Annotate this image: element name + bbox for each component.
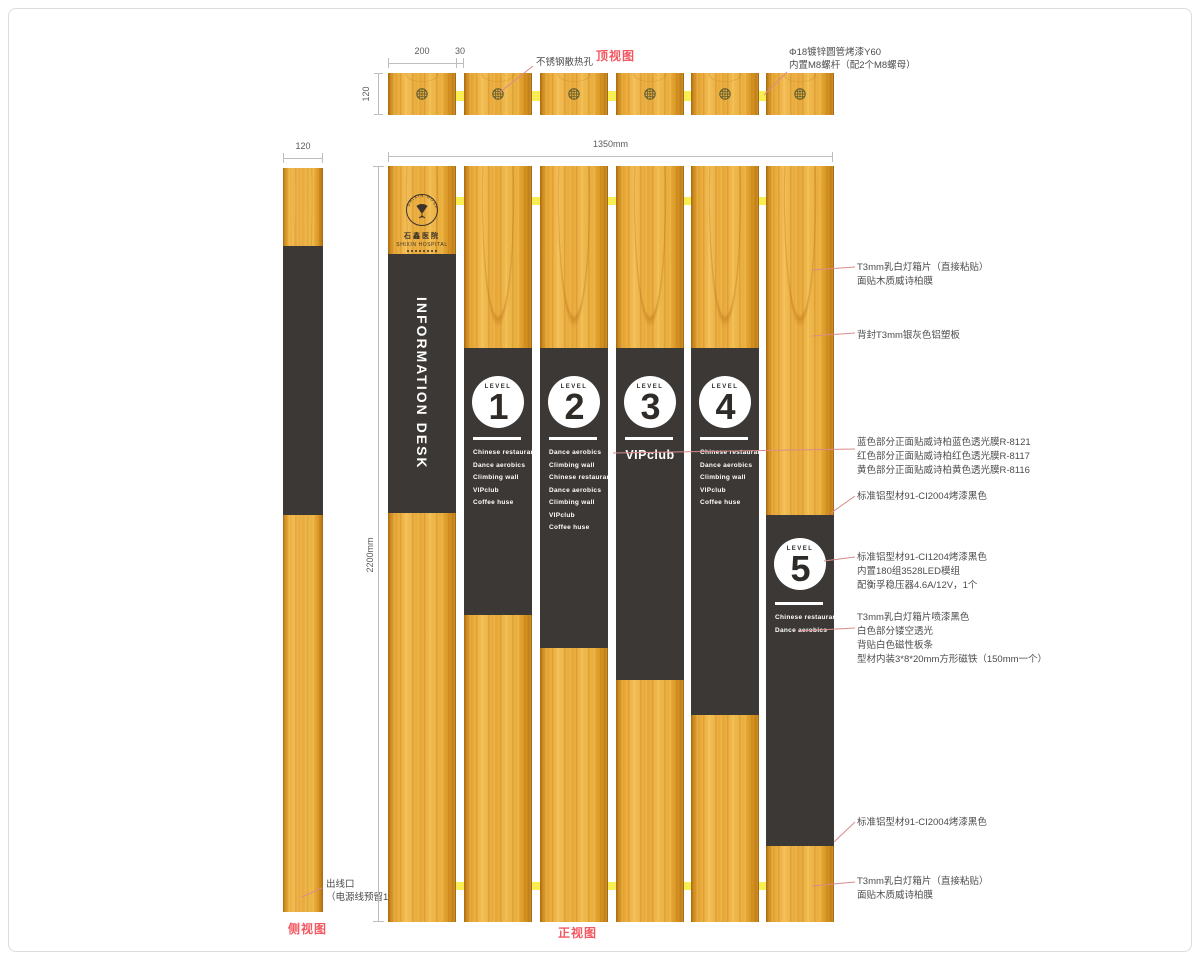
level-5-items: Chinese restaurant Dance aerobics <box>775 614 840 634</box>
annotation-light-panel-top: T3mm乳白灯箱片（直接粘贴） 面贴木质威诗柏膜 <box>857 262 989 287</box>
ginkgo-leaf-icon <box>416 203 428 214</box>
level-5-badge: LEVEL 5 <box>774 538 826 590</box>
annotation-back-board: 背封T3mm银灰色铝塑板 <box>857 330 960 341</box>
connector-tube <box>532 197 540 205</box>
annotation-color-films: 蓝色部分正面贴威诗柏蓝色透光膜R-8121 红色部分正面贴威诗柏红色透光膜R-8… <box>857 437 1031 476</box>
hospital-logo-emblem: SHIXIN HOSPITAL <box>402 190 438 226</box>
dim-tick <box>373 921 384 922</box>
connector-tube <box>608 91 616 101</box>
vent-hole-icon <box>492 88 504 100</box>
vent-hole-icon <box>794 88 806 100</box>
connector-tube <box>684 91 691 101</box>
vent-hole-icon <box>416 88 428 100</box>
connector-tube <box>608 197 616 205</box>
dim-line <box>283 158 323 159</box>
front-panel-5: LEVEL 4 Chinese restaurant Dance aerobic… <box>691 166 765 922</box>
side-view-dark-section <box>283 246 323 515</box>
connector-tube <box>456 197 464 205</box>
vent-hole-icon <box>568 88 580 100</box>
divider <box>700 437 748 440</box>
divider <box>473 437 521 440</box>
level-4-plate: LEVEL 4 Chinese restaurant Dance aerobic… <box>691 348 765 715</box>
level-1-badge: LEVEL 1 <box>472 376 524 428</box>
connector-tube <box>759 197 766 205</box>
connector-tube <box>456 91 464 101</box>
annotation-vent-hole: 不锈钢散热孔 <box>536 57 594 68</box>
annotation-tube: Φ18镀锌圆管烤漆Y60 内置M8螺杆（配2个M8螺母） <box>789 47 916 71</box>
annotation-profile-top: 标准铝型材91-CI2004烤漆黑色 <box>857 491 987 502</box>
level-1-items: Chinese restaurant Dance aerobics Climbi… <box>473 449 538 506</box>
dim-30: 30 <box>454 46 465 56</box>
dim-tick <box>374 73 383 74</box>
dim-tick <box>374 114 383 115</box>
logo-chinese-name: 石鑫医院 <box>404 233 440 240</box>
annotation-led-module: 标准铝型材91-CI1204烤漆黑色 内置180组3528LED模组 配衡孚稳压… <box>857 552 987 591</box>
dim-line <box>378 73 379 115</box>
information-desk-text: INFORMATION DESK <box>414 297 430 470</box>
connector-tube <box>608 882 616 890</box>
connector-tube <box>684 197 691 205</box>
front-panel-3: LEVEL 2 Dance aerobics Climbing wall Chi… <box>540 166 614 922</box>
side-view-panel <box>283 168 323 912</box>
connector-tube <box>456 882 464 890</box>
level-1-plate: LEVEL 1 Chinese restaurant Dance aerobic… <box>464 348 538 615</box>
dim-200: 200 <box>414 46 430 56</box>
vent-hole-icon <box>719 88 731 100</box>
front-panel-1: SHIXIN HOSPITAL 石鑫医院 SHIXIN HOSPITAL INF… <box>388 166 456 922</box>
dim-tick <box>322 153 323 163</box>
connector-tube <box>532 91 540 101</box>
dim-1350mm: 1350mm <box>592 139 628 149</box>
level-3-plate: LEVEL 3 VIPclub <box>616 348 684 680</box>
dim-tick <box>388 58 389 68</box>
logo-tagline <box>407 250 437 252</box>
dim-line <box>378 166 379 922</box>
level-5-plate: LEVEL 5 Chinese restaurant Dance aerobic… <box>766 515 840 846</box>
level-3-feature: VIPclub <box>625 448 675 462</box>
side-view-title: 侧视图 <box>288 922 328 936</box>
connector-tube <box>532 882 540 890</box>
dim-120-top: 120 <box>361 86 371 102</box>
dim-tick <box>832 152 833 162</box>
connector-tube <box>759 882 766 890</box>
front-panel-6: LEVEL 5 Chinese restaurant Dance aerobic… <box>766 166 840 922</box>
dim-line <box>388 63 464 64</box>
dim-120-side: 120 <box>295 141 311 151</box>
dim-tick <box>463 58 464 68</box>
level-2-items: Dance aerobics Climbing wall Chinese res… <box>549 449 614 531</box>
hospital-logo: SHIXIN HOSPITAL 石鑫医院 SHIXIN HOSPITAL <box>388 190 456 252</box>
divider <box>549 437 597 440</box>
dim-tick <box>388 152 389 162</box>
level-3-badge: LEVEL 3 <box>624 376 676 428</box>
front-panel-4: LEVEL 3 VIPclub <box>616 166 684 922</box>
divider <box>775 602 823 605</box>
dim-tick <box>373 166 384 167</box>
logo-english-name: SHIXIN HOSPITAL <box>396 242 448 248</box>
connector-tube <box>684 882 691 890</box>
level-4-items: Chinese restaurant Dance aerobics Climbi… <box>700 449 765 506</box>
dim-tick <box>456 58 457 68</box>
annotation-outlet: 出线口 （电源线预留1m） <box>326 879 406 903</box>
information-desk-plate: INFORMATION DESK <box>388 254 456 513</box>
annotation-light-panel-bottom: T3mm乳白灯箱片（直接粘贴） 面贴木质威诗柏膜 <box>857 876 989 901</box>
divider <box>625 437 673 440</box>
level-2-plate: LEVEL 2 Dance aerobics Climbing wall Chi… <box>540 348 614 648</box>
dim-line <box>388 156 833 157</box>
annotation-magnet-strip: T3mm乳白灯箱片喷漆黑色 白色部分镂空透光 背贴白色磁性板条 型材内装3*8*… <box>857 612 1048 665</box>
front-view-title: 正视图 <box>558 926 598 940</box>
front-panel-2: LEVEL 1 Chinese restaurant Dance aerobic… <box>464 166 538 922</box>
connector-tube <box>759 91 766 101</box>
level-2-badge: LEVEL 2 <box>548 376 600 428</box>
level-4-badge: LEVEL 4 <box>699 376 751 428</box>
annotation-profile-bottom: 标准铝型材91-CI2004烤漆黑色 <box>857 817 987 828</box>
dim-2200mm: 2200mm <box>365 537 375 573</box>
dim-tick <box>283 153 284 163</box>
vent-hole-icon <box>644 88 656 100</box>
top-view-title: 顶视图 <box>596 49 636 63</box>
